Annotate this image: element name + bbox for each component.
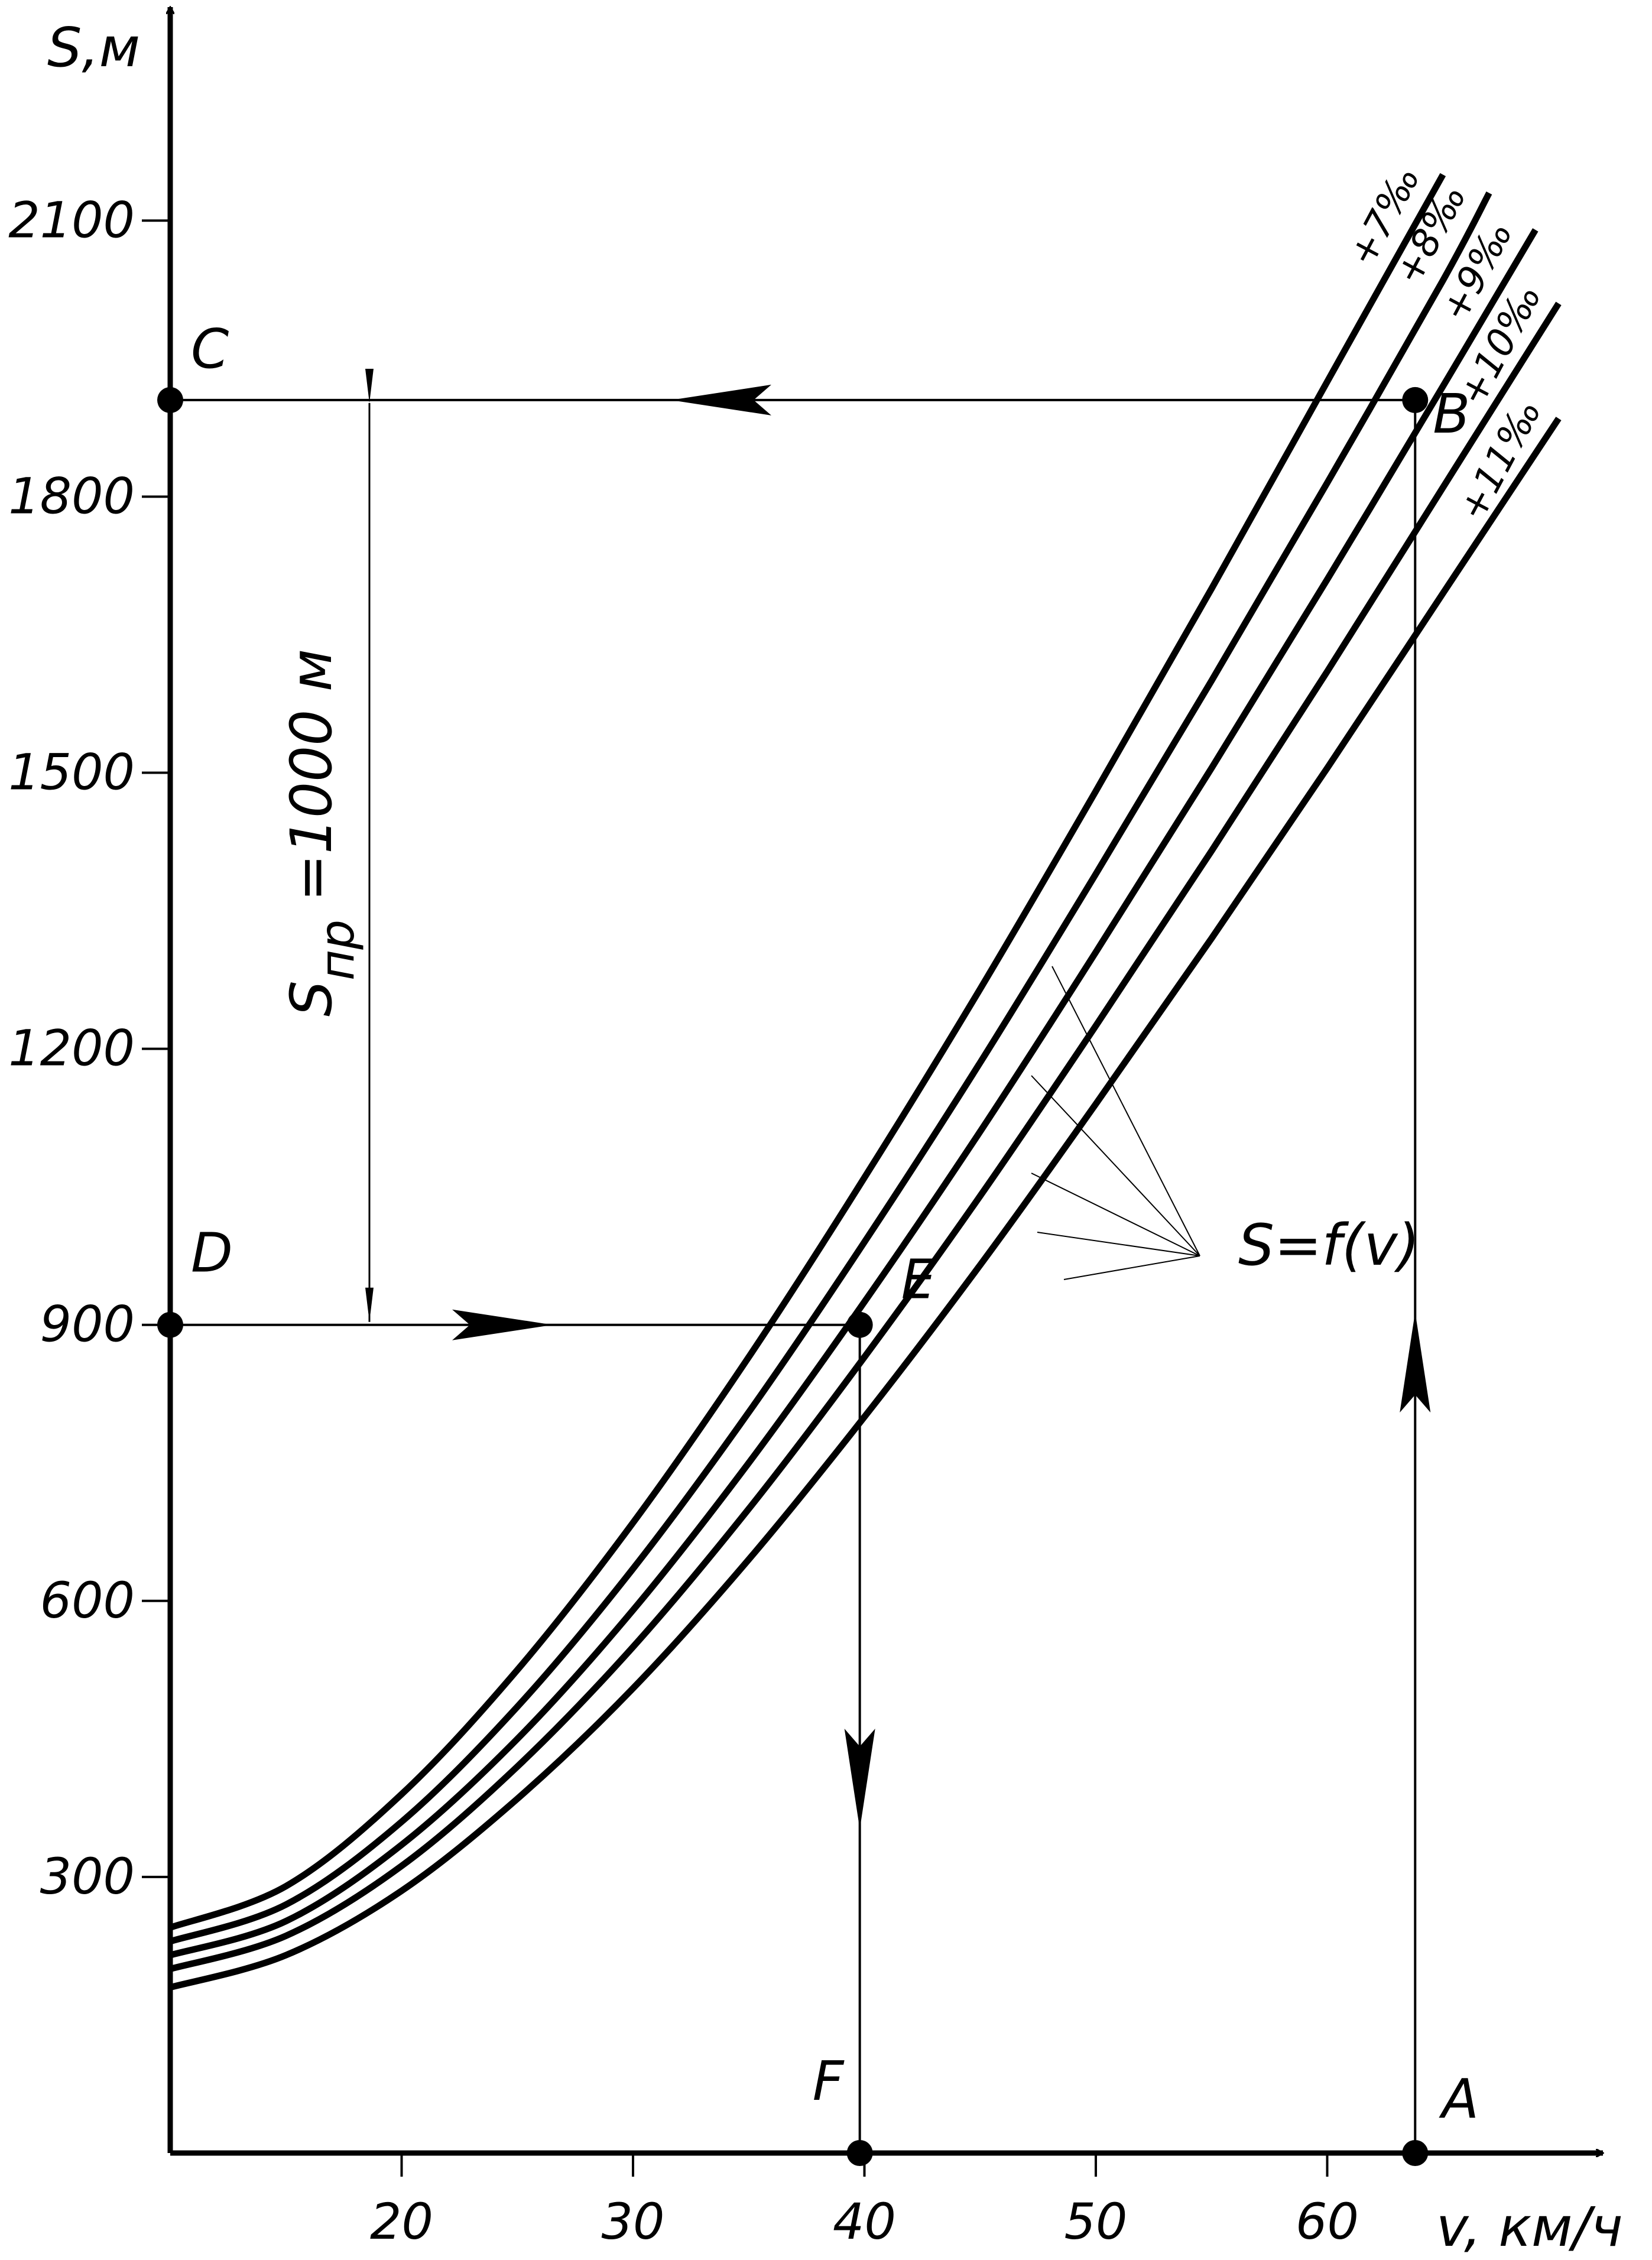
y-tick-label: 1200	[8, 1019, 135, 1077]
point-d	[157, 1311, 183, 1338]
point-label-f: F	[813, 2050, 845, 2113]
point-label-b: B	[1433, 382, 1470, 446]
curve-series-7	[169, 173, 1446, 1931]
point-a	[1402, 2140, 1429, 2166]
curve-series-9	[169, 228, 1539, 1959]
function-label: S=f(v)	[1238, 1212, 1420, 1278]
leader-line	[1051, 966, 1200, 1256]
y-axis-title: S,м	[47, 16, 140, 79]
x-tick-label: 50	[1064, 2193, 1128, 2251]
point-f	[846, 2140, 873, 2166]
x-tick-label: 20	[370, 2193, 433, 2251]
point-c	[157, 387, 183, 413]
y-tick-label: 1800	[8, 467, 135, 525]
arrow-a-to-b	[1400, 1312, 1431, 1412]
dimension-label-tail: =1000 м	[278, 649, 345, 920]
leader-line	[1031, 1075, 1200, 1256]
point-label-a: A	[1439, 2067, 1479, 2131]
y-tick-label: 1500	[8, 743, 135, 801]
dimension-label-main: S	[278, 980, 345, 1017]
leader-line	[1063, 1255, 1200, 1280]
dimension-label-sub: пр	[310, 920, 365, 980]
curve-series-11	[169, 417, 1562, 1991]
x-tick-label: 40	[833, 2193, 896, 2251]
curve-series-10	[169, 301, 1562, 1972]
point-b	[1402, 387, 1429, 413]
leader-line	[1037, 1232, 1200, 1256]
point-label-e: E	[901, 1248, 936, 1311]
curve-series-8	[169, 191, 1492, 1945]
point-label-c: C	[191, 317, 229, 381]
dimension-label: Sпр =1000 м	[278, 649, 365, 1017]
y-tick-label: 300	[40, 1847, 135, 1905]
y-tick-label: 900	[40, 1295, 135, 1353]
point-e	[846, 1311, 873, 1338]
y-tick-label: 600	[40, 1571, 135, 1629]
x-tick-label: 30	[602, 2193, 665, 2251]
x-tick-label: 60	[1296, 2193, 1359, 2251]
x-axis-title: v, км/ч	[1436, 2196, 1623, 2259]
arrow-b-to-c	[671, 384, 771, 415]
point-label-d: D	[191, 1222, 233, 1285]
leader-line	[1031, 1173, 1200, 1256]
arrow-d-to-e	[452, 1309, 553, 1340]
y-tick-label: 2100	[8, 191, 135, 249]
arrow-e-to-f	[844, 1729, 875, 1829]
